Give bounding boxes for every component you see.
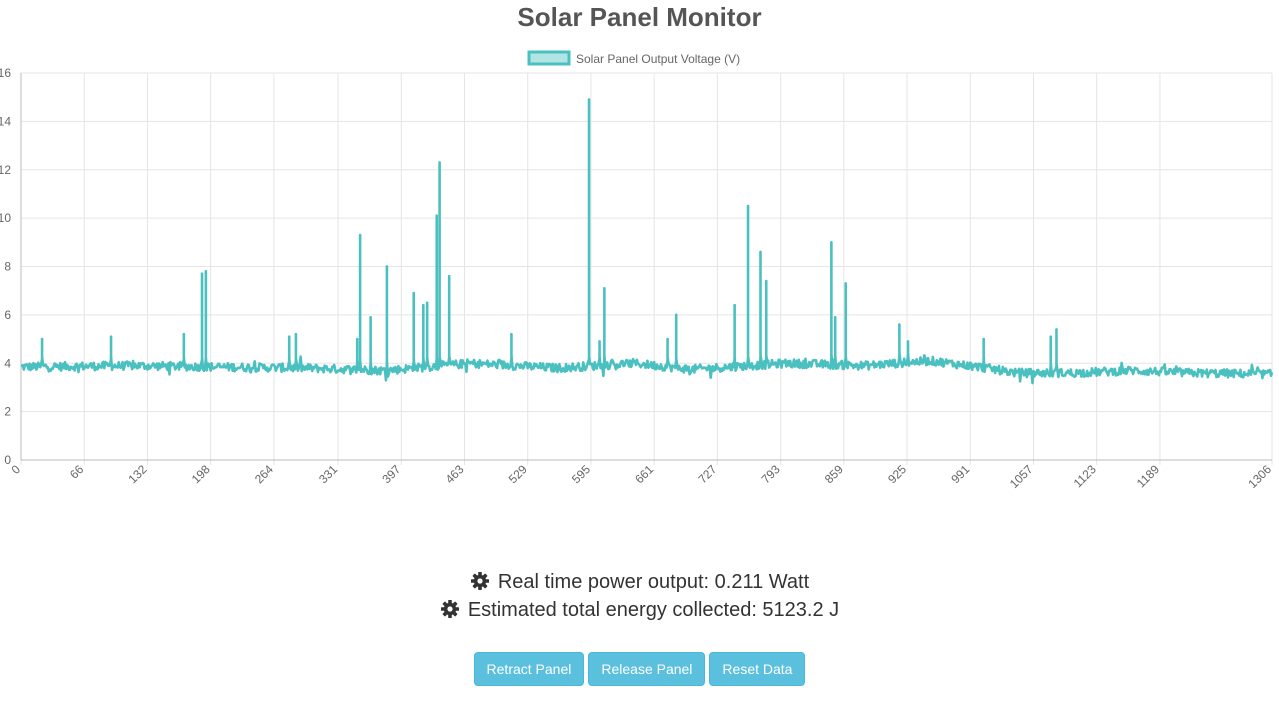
chart-series [20, 98, 1274, 385]
energy-collected-text: Estimated total energy collected: 5123.2… [467, 599, 840, 621]
x-tick-label: 859 [822, 462, 846, 486]
voltage-peak-point [898, 323, 901, 326]
voltage-peak-point [733, 304, 736, 307]
x-tick-label: 198 [189, 462, 213, 486]
y-tick-label: 8 [4, 260, 11, 274]
energy-collected-row: Estimated total energy collected: 5123.2… [0, 596, 1279, 624]
chart-legend[interactable]: Solar Panel Output Voltage (V) [527, 50, 740, 66]
voltage-peak-point [447, 274, 451, 278]
voltage-peak-point [906, 340, 910, 343]
x-tick-label: 991 [948, 462, 972, 486]
voltage-peak-point [1049, 335, 1052, 338]
voltage-series-line [20, 98, 1274, 385]
x-tick-label: 529 [506, 462, 530, 486]
voltage-peak-point [438, 161, 441, 164]
x-tick-label: 595 [569, 462, 593, 486]
power-output-text: Real time power output: 0.211 Watt [497, 571, 810, 593]
y-tick-label: 4 [4, 356, 11, 370]
voltage-peak-point [674, 313, 678, 317]
x-tick-label: 727 [695, 462, 719, 486]
page-title: Solar Panel Monitor [517, 2, 762, 32]
x-tick-label: 1189 [1134, 462, 1162, 490]
voltage-peak-point [603, 287, 606, 290]
legend-swatch [527, 50, 571, 66]
voltage-peak-point [830, 241, 833, 244]
voltage-peak-point [294, 333, 298, 336]
voltage-peak-point [746, 204, 750, 208]
voltage-peak-point [982, 337, 985, 341]
voltage-peak-point [666, 337, 669, 341]
y-tick-label: 0 [4, 453, 11, 467]
y-tick-label: 14 [0, 114, 11, 128]
voltage-peak-point [182, 333, 186, 336]
x-tick-label: 132 [125, 462, 149, 486]
x-tick-label: 925 [885, 462, 909, 486]
x-tick-label: 66 [67, 462, 87, 482]
voltage-peak-point [358, 233, 362, 237]
control-buttons: Retract Panel Release Panel Reset Data [0, 652, 1279, 686]
x-tick-label: 1306 [1245, 462, 1274, 491]
y-tick-label: 12 [0, 163, 11, 177]
voltage-peak-point [109, 335, 113, 338]
power-output-row: Real time power output: 0.211 Watt [0, 568, 1279, 596]
voltage-peak-point [834, 316, 837, 319]
voltage-peak-point [1055, 328, 1058, 331]
voltage-peak-point [510, 333, 513, 336]
gear-icon [470, 571, 490, 591]
x-tick-label: 1057 [1007, 462, 1036, 491]
voltage-peak-point [587, 98, 591, 101]
x-tick-label: 1123 [1071, 462, 1099, 490]
voltage-peak-point [422, 304, 425, 307]
voltage-peak-point [435, 214, 438, 217]
x-tick-label: 331 [316, 462, 340, 486]
voltage-peak-point [204, 270, 208, 273]
voltage-peak-point [844, 282, 847, 285]
voltage-peak-point [356, 337, 359, 341]
y-tick-label: 6 [4, 308, 11, 322]
reset-data-button[interactable]: Reset Data [709, 652, 806, 686]
status-panel: Real time power output: 0.211 Watt [0, 568, 1279, 624]
voltage-peak-point [200, 272, 204, 275]
gear-icon [440, 599, 460, 619]
y-tick-label: 16 [0, 66, 11, 80]
x-tick-label: 264 [252, 462, 276, 486]
x-tick-label: 397 [379, 462, 403, 486]
x-tick-label: 463 [443, 462, 467, 486]
voltage-peak-point [412, 291, 415, 295]
voltage-peak-point [385, 265, 389, 268]
voltage-peak-point [759, 250, 762, 254]
voltage-peak-point [425, 301, 429, 304]
release-panel-button[interactable]: Release Panel [588, 652, 706, 686]
y-tick-label: 2 [4, 405, 11, 419]
voltage-peak-point [369, 316, 372, 319]
chart-grid [20, 72, 1273, 465]
voltage-peak-point [765, 279, 768, 283]
voltage-peak-point [598, 340, 601, 343]
retract-panel-button[interactable]: Retract Panel [473, 652, 585, 686]
voltage-peak-point [40, 337, 44, 341]
voltage-peak-point [288, 335, 291, 338]
x-tick-label: 661 [632, 462, 656, 486]
x-tick-label: 793 [759, 462, 783, 486]
legend-label[interactable]: Solar Panel Output Voltage (V) [576, 52, 740, 66]
y-tick-label: 10 [0, 211, 11, 225]
